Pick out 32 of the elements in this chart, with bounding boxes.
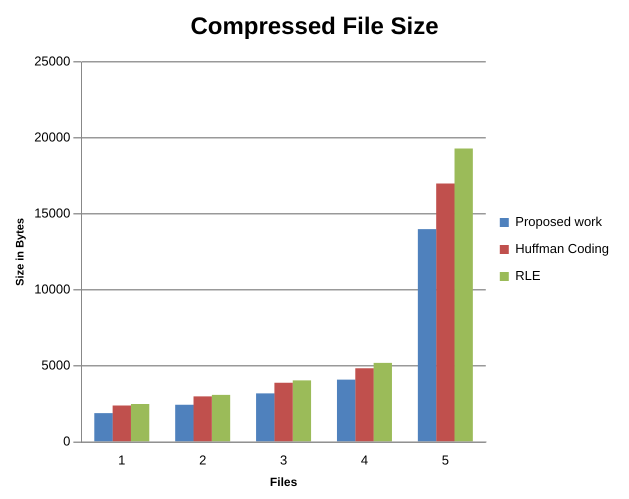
y-tick-label: 0 bbox=[63, 434, 70, 449]
bar bbox=[112, 406, 131, 442]
bar bbox=[336, 380, 356, 442]
x-tick-label: 4 bbox=[360, 452, 368, 468]
bar bbox=[130, 404, 150, 442]
bar bbox=[355, 368, 374, 442]
bar bbox=[436, 183, 455, 442]
bar bbox=[94, 413, 113, 442]
x-tick-label: 3 bbox=[280, 452, 288, 468]
y-tick-label: 5000 bbox=[41, 358, 70, 373]
bar bbox=[194, 396, 212, 442]
x-axis-title: Files bbox=[270, 475, 298, 490]
bar bbox=[175, 404, 194, 442]
y-tick-label: 20000 bbox=[34, 129, 70, 144]
bar bbox=[454, 148, 473, 442]
y-axis-title: Size in Bytes bbox=[14, 218, 27, 286]
x-tick-label: 5 bbox=[442, 452, 449, 468]
bar bbox=[418, 229, 436, 442]
legend-label: Huffman Coding bbox=[515, 241, 610, 256]
x-tick-label: 2 bbox=[199, 452, 206, 468]
bar bbox=[212, 394, 230, 442]
x-tick-label: 1 bbox=[118, 452, 126, 468]
chart-title: Compressed File Size bbox=[190, 13, 439, 40]
legend-label: RLE bbox=[515, 268, 541, 284]
y-tick-label: 25000 bbox=[34, 53, 70, 68]
bar bbox=[274, 382, 293, 442]
y-tick-label: 15000 bbox=[34, 205, 70, 220]
y-tick-label: 10000 bbox=[34, 282, 70, 296]
bar bbox=[256, 393, 274, 442]
bar bbox=[374, 362, 392, 442]
legend-label: Proposed work bbox=[515, 214, 603, 230]
bar bbox=[292, 380, 312, 442]
